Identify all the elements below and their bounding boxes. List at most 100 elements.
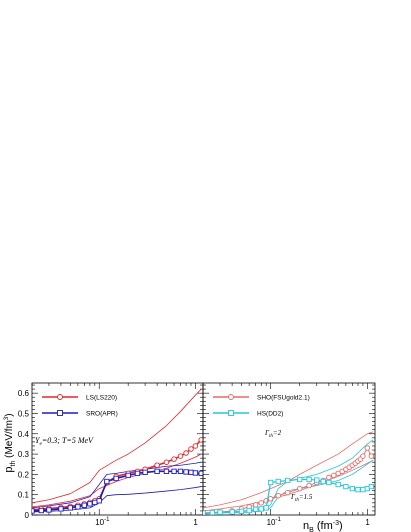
plot-frame bbox=[31, 382, 204, 516]
data-point bbox=[326, 479, 332, 486]
data-point bbox=[355, 486, 361, 493]
data-point bbox=[284, 489, 291, 496]
left-panel: 10-1 1 0 0.1 0.2 0.3 0.4 0.5 0.6 LS(LS220) SRO(APR… bbox=[3, 382, 204, 527]
data-point bbox=[177, 453, 184, 459]
x-tick-label: 10-1 bbox=[95, 517, 110, 527]
data-point bbox=[297, 476, 303, 483]
data-point bbox=[343, 483, 349, 490]
band-line bbox=[203, 431, 374, 509]
y-tick-label: 0.4 bbox=[18, 430, 30, 439]
data-point bbox=[142, 469, 148, 476]
data-point bbox=[67, 505, 73, 511]
data-point bbox=[113, 475, 119, 482]
data-point bbox=[183, 469, 189, 475]
series-group bbox=[32, 388, 203, 514]
data-point bbox=[154, 462, 160, 468]
legend-label: SHO(FSUgold2.1) bbox=[257, 395, 310, 402]
data-point bbox=[360, 486, 366, 493]
data-point bbox=[38, 507, 44, 514]
data-point bbox=[246, 507, 252, 514]
data-point bbox=[258, 506, 264, 512]
data-point bbox=[314, 477, 320, 483]
data-point bbox=[209, 509, 216, 515]
data-point bbox=[58, 506, 64, 512]
annotation: Ye=0.3; T=5 MeV bbox=[35, 436, 94, 447]
data-point bbox=[263, 505, 269, 511]
data-point bbox=[154, 468, 160, 474]
data-point bbox=[203, 510, 206, 515]
x-tick-label: 10-1 bbox=[267, 517, 282, 527]
legend-marker bbox=[228, 394, 234, 400]
data-point bbox=[183, 450, 189, 456]
legend-entry: SHO(FSUgold2.1) bbox=[213, 394, 310, 402]
data-point bbox=[163, 459, 170, 465]
data-point bbox=[217, 509, 223, 515]
legend-entry: LS(LS220) bbox=[42, 394, 117, 402]
legend-marker bbox=[57, 394, 63, 400]
data-point bbox=[171, 468, 177, 474]
data-point bbox=[238, 508, 245, 514]
x-tick-label: 1 bbox=[193, 518, 198, 527]
annotation: Γth=1.5 bbox=[290, 493, 313, 503]
data-point bbox=[134, 470, 141, 477]
data-point bbox=[188, 446, 194, 452]
data-point bbox=[32, 508, 35, 514]
band-line bbox=[32, 453, 202, 508]
plot-frame bbox=[202, 382, 376, 516]
data-point bbox=[326, 474, 332, 481]
data-point bbox=[349, 485, 356, 492]
data-point bbox=[335, 481, 341, 488]
data-point bbox=[306, 476, 312, 483]
data-point bbox=[306, 482, 312, 489]
data-point bbox=[92, 499, 98, 506]
data-point bbox=[364, 445, 371, 451]
data-point bbox=[104, 478, 110, 485]
y-tick-label: 0.6 bbox=[18, 389, 30, 398]
data-point bbox=[368, 483, 374, 490]
band-line bbox=[32, 388, 202, 504]
legend-marker bbox=[228, 410, 234, 416]
y-tick-label: 0.3 bbox=[18, 450, 30, 459]
x-tick-label: 1 bbox=[365, 518, 370, 527]
data-point bbox=[296, 485, 303, 492]
legend-entry: SRO(APR) bbox=[42, 410, 118, 418]
data-point bbox=[320, 478, 326, 485]
band-line bbox=[32, 461, 202, 509]
y-tick-label: 0.1 bbox=[18, 491, 30, 500]
y-tick-label: 0.5 bbox=[18, 409, 30, 418]
data-point bbox=[177, 468, 184, 474]
legend-label: LS(LS220) bbox=[86, 395, 117, 402]
legend-entry: HS(DD2) bbox=[213, 410, 283, 418]
data-point bbox=[252, 506, 259, 512]
legend-label: HS(DD2) bbox=[257, 411, 283, 418]
y-axis-title: pth (MeV/fm3) bbox=[3, 413, 17, 472]
data-point bbox=[75, 504, 81, 510]
right-panel: 10-1 1 SHO(FSUgold2.1) HS(DD2) Γth=2 Γth=1.5 n… bbox=[202, 382, 376, 532]
data-point bbox=[81, 502, 87, 508]
series-group bbox=[203, 431, 375, 515]
annotation: Γth=2 bbox=[264, 429, 282, 439]
legend-label: SRO(APR) bbox=[86, 411, 118, 418]
data-point bbox=[46, 507, 52, 513]
data-point bbox=[275, 492, 282, 499]
x-axis-title: nB (fm-3) bbox=[303, 520, 343, 532]
data-point bbox=[198, 437, 203, 443]
data-point bbox=[258, 500, 264, 506]
data-point bbox=[331, 472, 337, 479]
data-point bbox=[163, 468, 170, 474]
data-point bbox=[192, 470, 199, 476]
data-point bbox=[252, 502, 259, 508]
data-point bbox=[96, 498, 102, 504]
data-point bbox=[284, 477, 291, 484]
data-point bbox=[360, 453, 366, 459]
y-tick-label: 0.2 bbox=[18, 470, 30, 479]
data-point bbox=[368, 453, 375, 459]
data-point bbox=[275, 478, 281, 485]
data-point bbox=[87, 501, 93, 507]
data-point bbox=[198, 470, 203, 477]
data-point bbox=[188, 469, 194, 476]
data-point bbox=[229, 509, 235, 515]
legend-marker bbox=[57, 410, 63, 416]
data-point bbox=[267, 479, 274, 486]
